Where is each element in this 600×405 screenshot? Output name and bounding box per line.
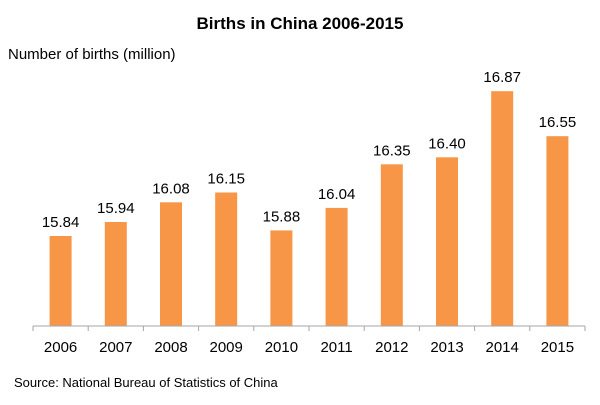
data-label-2007: 15.94 (97, 200, 135, 217)
data-label-2011: 16.04 (318, 186, 356, 203)
x-tick-label-2011: 2011 (320, 339, 352, 356)
bar-2015 (546, 136, 569, 326)
chart-title: Births in China 2006-2015 (197, 14, 404, 33)
bar-2012 (380, 164, 403, 326)
x-tick-label-2014: 2014 (486, 339, 519, 356)
bar-2014 (491, 91, 514, 326)
x-tick-label-2008: 2008 (154, 339, 187, 356)
bar-2011 (325, 207, 348, 326)
x-tick-label-2013: 2013 (430, 339, 463, 356)
data-label-2008: 16.08 (152, 180, 190, 197)
bars (49, 91, 569, 326)
data-label-2010: 15.88 (263, 208, 301, 225)
data-label-2013: 16.40 (428, 135, 466, 152)
data-labels: 15.84 15.94 16.08 16.15 15.88 16.04 16.35 16.40… (42, 69, 576, 231)
x-tick-label-2007: 2007 (99, 339, 132, 356)
x-tick-label-2010: 2010 (265, 339, 298, 356)
x-tick-label-2009: 2009 (210, 339, 243, 356)
x-axis-ticks (32, 326, 586, 331)
data-label-2015: 16.55 (539, 114, 577, 131)
data-label-2012: 16.35 (373, 142, 411, 159)
data-label-2006: 15.84 (42, 214, 80, 231)
bar-2008 (160, 202, 182, 326)
source-note: Source: National Bureau of Statistics of… (14, 375, 279, 390)
y-axis-label: Number of births (million) (8, 46, 176, 63)
x-axis-tick-labels: 2006 2007 2008 2009 2010 2011 2012 2013 2014 2015 (44, 339, 574, 356)
bar-2006 (49, 236, 72, 326)
bar-2013 (436, 157, 458, 326)
bar-2010 (270, 230, 293, 326)
data-label-2009: 16.15 (207, 171, 245, 188)
x-tick-label-2006: 2006 (44, 339, 77, 356)
bar-2009 (215, 192, 238, 326)
x-tick-label-2012: 2012 (375, 339, 408, 356)
x-tick-label-2015: 2015 (541, 339, 574, 356)
data-label-2014: 16.87 (483, 69, 521, 86)
bar-2007 (104, 222, 127, 326)
